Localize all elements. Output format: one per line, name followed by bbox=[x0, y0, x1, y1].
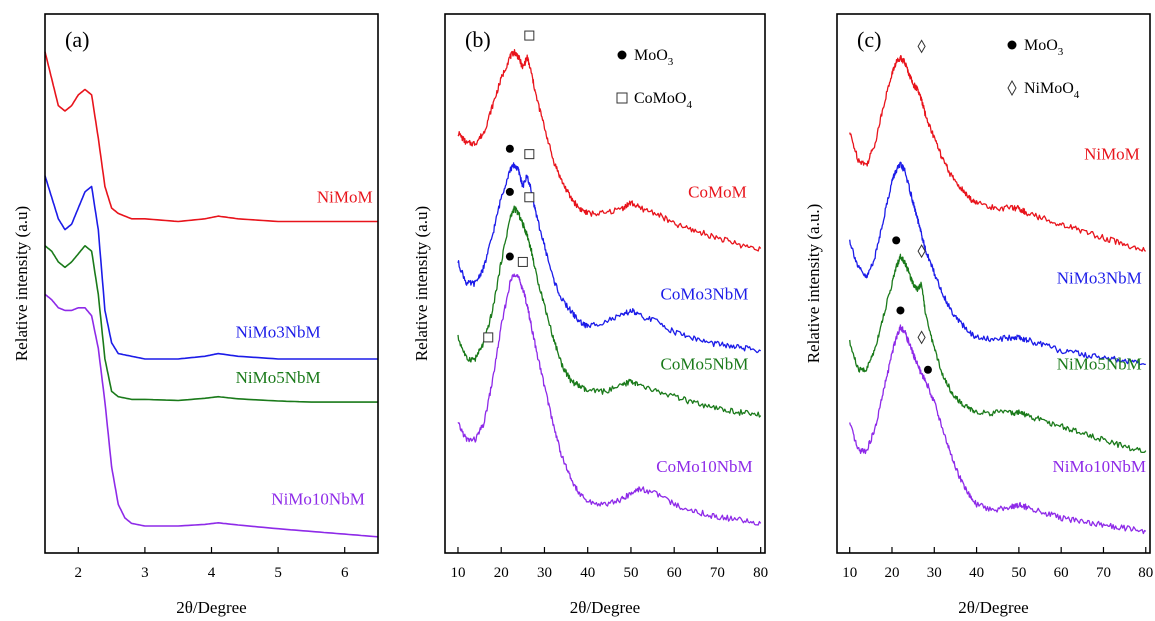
x-axis-label: 2θ/Degree bbox=[570, 598, 640, 617]
moo3-marker bbox=[896, 306, 905, 315]
x-tick-label: 80 bbox=[1138, 565, 1153, 581]
legend-entry: NiMoO4 bbox=[1024, 80, 1080, 101]
series-line-CoMo10NbM bbox=[457, 273, 762, 526]
legend-subscript: 3 bbox=[1058, 46, 1064, 58]
comoo4-marker bbox=[524, 192, 535, 203]
x-tick-label: 40 bbox=[969, 565, 984, 581]
legend-text: CoMoO bbox=[634, 90, 686, 107]
series-line-NiMo5NbM bbox=[44, 245, 378, 403]
legend-subscript: 4 bbox=[1074, 89, 1080, 101]
series-label: CoMo5NbM bbox=[661, 355, 749, 374]
x-tick-label: 60 bbox=[667, 565, 682, 581]
series-line-NiMo3NbM bbox=[849, 161, 1146, 366]
x-tick-label: 40 bbox=[580, 565, 595, 581]
series-line-NiMo10NbM bbox=[849, 324, 1147, 535]
moo3-marker bbox=[923, 365, 932, 374]
x-tick-label: 60 bbox=[1054, 565, 1069, 581]
legend-text: MoO bbox=[634, 47, 668, 64]
series-line-NiMo5NbM bbox=[849, 253, 1147, 454]
x-tick-label: 30 bbox=[927, 565, 942, 581]
moo3-marker bbox=[505, 187, 514, 196]
series-line-NiMo3NbM bbox=[44, 175, 378, 360]
legend-text: NiMoO bbox=[1024, 80, 1074, 97]
series-line-NiMoM bbox=[44, 51, 378, 223]
series-line-NiMo10NbM bbox=[44, 293, 379, 538]
x-tick-label: 4 bbox=[208, 565, 216, 581]
panel-2: CoMoM CoMo3NbM CoMo5NbM CoMo10NbM 10 20 30 40 50… bbox=[412, 13, 768, 617]
legend-entry: MoO3 bbox=[634, 47, 674, 68]
y-axis-label: Relative intensity (a.u) bbox=[12, 206, 31, 361]
series-line-CoMo5NbM bbox=[457, 205, 762, 418]
comoo4-marker bbox=[517, 256, 528, 267]
comoo4-marker bbox=[524, 30, 535, 41]
x-tick-label: 20 bbox=[494, 565, 509, 581]
x-tick-label: 30 bbox=[537, 565, 552, 581]
panel-1: NiMoM NiMo3NbM NiMo5NbM NiMo10NbM 2 3 4 5 6 (a) 2θ… bbox=[12, 13, 379, 617]
series-line-CoMo3NbM bbox=[457, 162, 762, 354]
series-label: CoMo3NbM bbox=[661, 285, 749, 304]
x-tick-label: 80 bbox=[753, 565, 768, 581]
series-label: NiMo3NbM bbox=[236, 322, 321, 341]
comoo4-marker bbox=[524, 149, 535, 160]
series-label: NiMo3NbM bbox=[1057, 269, 1142, 288]
x-tick-label: 10 bbox=[842, 565, 857, 581]
x-tick-label: 70 bbox=[1096, 565, 1111, 581]
x-tick-label: 2 bbox=[75, 565, 83, 581]
moo3-marker bbox=[505, 252, 514, 261]
x-tick-label: 20 bbox=[884, 565, 899, 581]
plot-frame bbox=[444, 13, 766, 554]
moo3-marker bbox=[505, 144, 514, 153]
series-line-CoMoM bbox=[457, 49, 762, 252]
x-tick-label: 5 bbox=[274, 565, 282, 581]
legend-text: MoO bbox=[1024, 37, 1058, 54]
legend-comoo4-symbol bbox=[616, 92, 628, 104]
x-tick-label: 70 bbox=[710, 565, 725, 581]
comoo4-marker bbox=[483, 332, 494, 343]
legend-entry: CoMoO4 bbox=[634, 90, 692, 111]
x-tick-label: 3 bbox=[141, 565, 149, 581]
x-tick-label: 6 bbox=[341, 565, 349, 581]
legend-moo3-symbol bbox=[1007, 40, 1017, 50]
series-label: NiMoM bbox=[1084, 145, 1140, 164]
x-axis-label: 2θ/Degree bbox=[958, 598, 1028, 617]
series-label: NiMo10NbM bbox=[271, 489, 365, 508]
x-tick-label: 50 bbox=[623, 565, 638, 581]
series-label: NiMo5NbM bbox=[1057, 355, 1142, 374]
series-line-NiMoM bbox=[849, 54, 1147, 252]
legend-nimoo4-symbol bbox=[1007, 79, 1017, 97]
nimoo4-marker bbox=[917, 330, 926, 345]
plot-frame bbox=[44, 13, 379, 554]
panel-3: NiMoM NiMo3NbM NiMo5NbM NiMo10NbM 10 20 30 40 50… bbox=[804, 13, 1153, 617]
series-label: CoMo10NbM bbox=[656, 457, 752, 476]
series-label: NiMo5NbM bbox=[236, 368, 321, 387]
plot-frame bbox=[836, 13, 1151, 554]
x-axis-label: 2θ/Degree bbox=[176, 598, 246, 617]
panel-label: (a) bbox=[65, 27, 89, 52]
series-label: NiMo10NbM bbox=[1052, 457, 1146, 476]
y-axis-label: Relative intensity (a.u.) bbox=[804, 204, 823, 364]
legend-moo3-symbol bbox=[617, 50, 627, 60]
x-tick-label: 50 bbox=[1011, 565, 1026, 581]
legend-entry: MoO3 bbox=[1024, 37, 1064, 58]
moo3-marker bbox=[892, 236, 901, 245]
nimoo4-marker bbox=[917, 39, 926, 54]
legend-subscript: 4 bbox=[686, 99, 692, 111]
series-label: NiMoM bbox=[317, 188, 373, 207]
series-label: CoMoM bbox=[688, 182, 747, 201]
panel-label: (b) bbox=[465, 27, 491, 52]
nimoo4-marker bbox=[917, 244, 926, 259]
legend-subscript: 3 bbox=[668, 56, 674, 68]
y-axis-label: Relative intensity (a.u) bbox=[412, 206, 431, 361]
panel-label: (c) bbox=[857, 27, 881, 52]
x-tick-label: 10 bbox=[450, 565, 465, 581]
